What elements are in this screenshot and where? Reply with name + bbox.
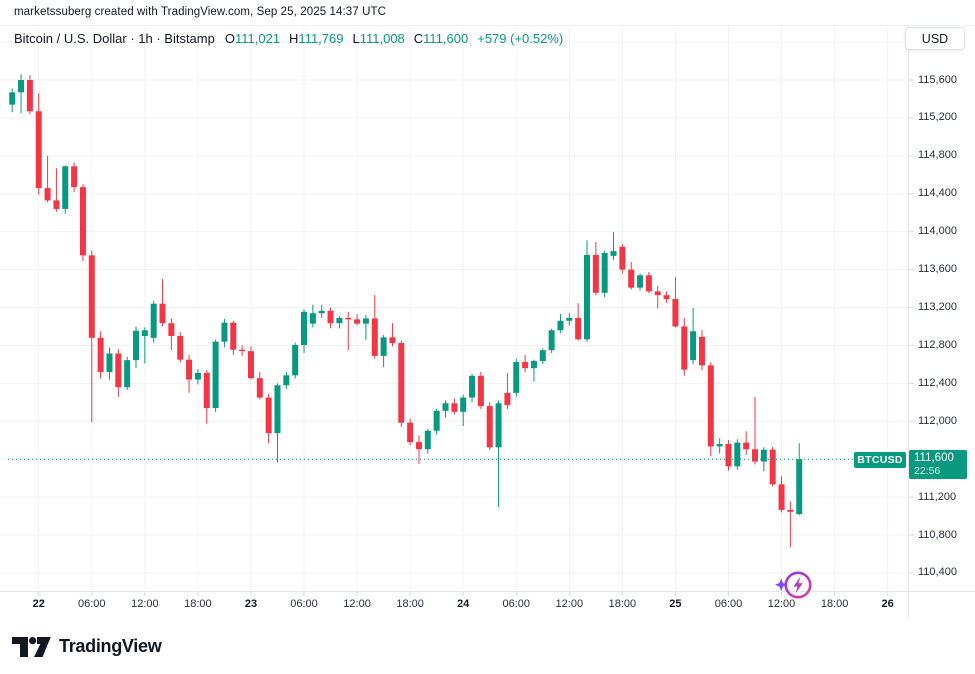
time-axis-label: 06:00 (714, 598, 743, 610)
symbol-price-line-label: BTCUSD (854, 452, 906, 468)
symbol-legend[interactable]: Bitcoin / U.S. Dollar · 1h · Bitstamp O1… (14, 31, 563, 46)
lightning-bolt-icon (793, 576, 803, 594)
price-axis-label: 112,400 (918, 376, 957, 389)
price-axis-label: 115,600 (918, 73, 957, 86)
ohlc-close: C111,600 (413, 31, 469, 46)
price-axis-label: 112,800 (918, 338, 957, 351)
time-axis-label: 12:00 (767, 598, 796, 610)
price-axis-label: 115,200 (918, 111, 957, 124)
time-axis-label: 12:00 (343, 598, 371, 610)
time-axis-label: 22 (32, 598, 45, 610)
time-axis-label: 18:00 (396, 598, 424, 610)
sparkle-icon (774, 578, 788, 592)
tradingview-logo[interactable]: TradingView (12, 636, 162, 657)
time-axis-label: 24 (457, 598, 470, 610)
price-axis-label: 111,200 (918, 490, 957, 503)
time-axis-label: 06:00 (502, 598, 531, 610)
flash-replay-icon[interactable] (774, 565, 816, 605)
tradingview-logo-text: TradingView (59, 636, 162, 656)
time-axis-label: 12:00 (131, 598, 159, 610)
price-axis-label: 114,800 (918, 149, 957, 162)
time-axis-label: 18:00 (184, 598, 212, 610)
attribution-text: marketssuberg created with TradingView.c… (14, 6, 387, 18)
ohlc-low: L111,008 (352, 31, 405, 46)
time-axis-label: 12:00 (555, 598, 584, 610)
price-axis-label: 112,000 (918, 414, 957, 427)
last-price-badge: 111,600 22:56 (909, 450, 967, 479)
ohlc-open: O111,021 (224, 31, 281, 46)
price-axis-label: 110,800 (918, 528, 957, 541)
price-axis-label: 110,400 (918, 566, 957, 579)
time-axis-label: 25 (669, 598, 682, 610)
price-axis-label: 113,200 (918, 301, 957, 314)
price-axis[interactable]: 115,600 115,200 114,800 114,400 114,000 113,6… (908, 25, 975, 591)
time-axis[interactable]: 22 06:00 12:00 18:00 23 06:00 12:00 18:00 24 06:0… (0, 592, 908, 618)
currency-toggle-button[interactable]: USD (905, 27, 965, 50)
time-axis-label: 18:00 (608, 598, 637, 610)
time-axis-label: 06:00 (78, 598, 106, 610)
time-axis-label: 18:00 (820, 598, 849, 610)
time-axis-label: 06:00 (290, 598, 318, 610)
time-axis-label: 23 (244, 598, 258, 610)
price-change: +579 (+0.52%) (477, 31, 564, 46)
price-axis-label: 113,600 (918, 263, 957, 276)
time-axis-label: 26 (881, 598, 894, 610)
bar-countdown: 22:56 (914, 465, 941, 477)
price-axis-label: 114,400 (918, 187, 957, 200)
header-divider (0, 25, 975, 26)
symbol-title: Bitcoin / U.S. Dollar · 1h · Bitstamp (14, 31, 215, 46)
price-axis-label: 114,000 (918, 225, 957, 238)
ohlc-high: H111,769 (289, 31, 344, 46)
price-axis-divider (908, 25, 909, 618)
tradingview-logo-mark (12, 636, 51, 657)
time-axis-divider (0, 591, 975, 592)
last-price-value: 111,600 (914, 452, 954, 464)
